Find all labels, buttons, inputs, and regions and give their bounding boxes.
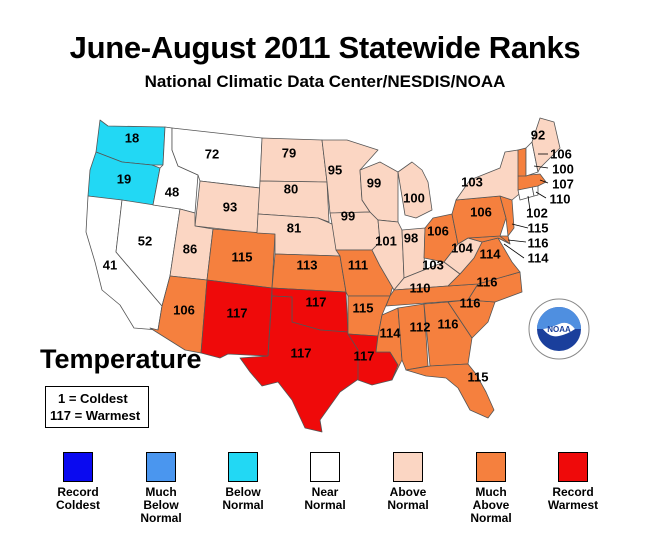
rank-label-az: 106 [173,302,195,317]
rank-label-ma: 107 [552,176,574,191]
state-vt [517,147,527,177]
rank-label-md: 114 [528,250,550,265]
rank-label-mo: 111 [348,257,368,272]
rank-label-sc: 116 [460,295,481,310]
legend-label: Near Normal [304,485,346,512]
rank-label-ms: 114 [380,325,402,340]
legend-label: Much Below Normal [140,485,182,525]
rank-label-fl: 115 [468,369,489,384]
rank-label-me: 92 [531,127,545,142]
legend-swatch [228,452,258,482]
rank-label-sd: 80 [284,181,298,196]
rank-label-ri: 110 [550,191,571,206]
state-rank-labels: 18 19 41 52 48 72 93 86 106 115 117 79 80 81 113 117 117… [103,127,574,384]
legend-label: Below Normal [222,485,264,512]
leader-lines [503,153,549,259]
legend-label: Much Above Normal [470,485,512,525]
state-nc [467,271,523,303]
rank-label-ct: 102 [526,205,548,220]
legend-label: Above Normal [387,485,429,512]
rank-label-tx: 117 [291,345,312,360]
key-warmest: 117 = Warmest [50,408,141,423]
state-ga [423,301,473,367]
legend-swatch [310,452,340,482]
state-fl [405,363,495,419]
state-mi [397,161,433,219]
rank-label-wi: 99 [367,175,381,190]
rank-label-in: 98 [404,230,418,245]
legend-below-normal: Below Normal [208,452,278,512]
map-subtitle: National Climatic Data Center/NESDIS/NOA… [144,72,506,91]
legend-swatch [393,452,423,482]
state-ma [517,173,547,191]
noaa-logo-text: NOAA [547,325,571,334]
rank-label-ky: 103 [422,257,444,272]
map-title: June-August 2011 Statewide Ranks [69,30,581,65]
rank-label-ok: 117 [306,294,327,309]
key-coldest: 1 = Coldest [58,391,128,406]
rank-label-mt: 72 [205,146,219,161]
rank-label-ut: 86 [183,241,197,256]
rank-label-ne: 81 [287,220,301,235]
state-al [397,303,429,371]
rank-label-ca: 41 [103,257,117,272]
legend-swatch [63,452,93,482]
noaa-logo: NOAA [528,298,590,360]
rank-label-wa: 18 [125,130,139,145]
legend-swatch [476,452,506,482]
rank-label-oh: 106 [427,223,449,238]
rank-label-nv: 52 [138,233,152,248]
rank-key: 1 = Coldest 117 = Warmest [45,386,149,428]
rank-label-nh: 100 [552,161,574,176]
rank-label-mi: 100 [403,190,425,205]
rank-label-il: 101 [375,233,397,248]
rank-label-ar: 115 [353,300,374,315]
legend-swatch [558,452,588,482]
rank-label-nm: 117 [227,305,248,320]
rank-label-pa: 106 [470,204,492,219]
state-sc [447,299,496,339]
rank-label-ga: 116 [438,316,459,331]
rank-label-nc: 116 [477,274,498,289]
rank-label-de: 116 [528,235,549,250]
rank-label-nd: 79 [282,145,296,160]
rank-label-tn: 110 [410,280,431,295]
rank-label-la: 117 [354,348,375,363]
rank-label-va: 114 [480,246,502,261]
state-tx [239,295,361,433]
legend-swatch [146,452,176,482]
temperature-label: Temperature [40,344,202,374]
rank-label-mn: 95 [328,162,342,177]
legend-much-above-normal: Much Above Normal [456,452,526,525]
rank-label-ks: 113 [297,257,318,272]
rank-label-vt: 106 [550,146,572,161]
legend-record-coldest: Record Coldest [43,452,113,512]
legend-record-warmest: Record Warmest [538,452,608,512]
rank-label-nj: 115 [528,220,549,235]
rank-label-ia: 99 [341,208,355,223]
rank-label-co: 115 [232,249,253,264]
legend-above-normal: Above Normal [373,452,443,512]
legend-near-normal: Near Normal [290,452,360,512]
rank-label-id: 48 [165,184,179,199]
rank-label-wy: 93 [223,199,237,214]
rank-label-or: 19 [117,171,131,186]
legend-much-below-normal: Much Below Normal [126,452,196,525]
rank-label-wv: 104 [451,240,473,255]
legend-label: Record Coldest [55,485,100,512]
legend-label: Record Warmest [547,485,599,512]
state-me [531,117,561,173]
rank-label-al: 112 [410,319,431,334]
rank-label-ny: 103 [461,174,483,189]
